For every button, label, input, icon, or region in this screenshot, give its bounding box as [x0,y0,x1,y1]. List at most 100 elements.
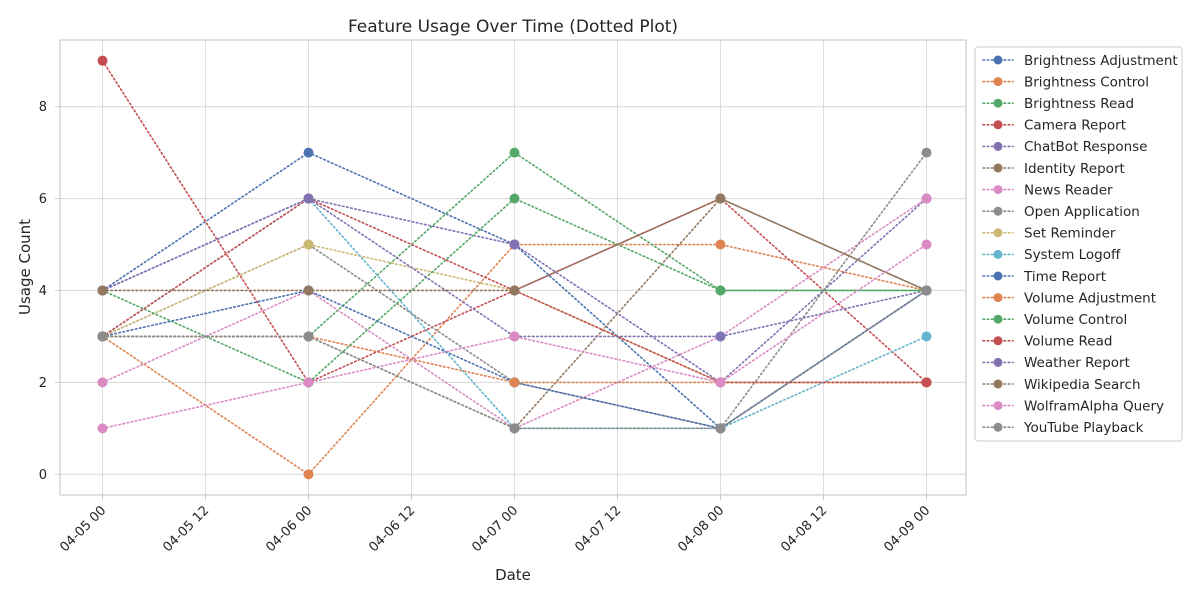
legend-marker [993,77,1003,87]
series-youtube-playback [97,285,932,434]
data-point [509,193,520,204]
data-point [715,193,726,204]
data-point [509,285,520,296]
legend-marker [993,357,1003,367]
data-point [97,423,108,434]
data-point [715,285,726,296]
legend-label: Volume Adjustment [1024,290,1156,306]
legend-item-wolframalpha-query: WolframAlpha Query [982,398,1164,414]
legend-item-brightness-adjustment: Brightness Adjustment [982,53,1178,69]
legend-label: News Reader [1024,182,1113,198]
legend-label: Identity Report [1024,161,1125,177]
plot-area-frame [59,39,967,496]
data-point [303,331,314,342]
legend-label: Brightness Read [1024,96,1134,112]
legend-item-youtube-playback: YouTube Playback [982,420,1144,436]
y-axis-ticks: 0 2 4 6 8 [39,100,60,483]
legend-item-brightness-control: Brightness Control [982,74,1149,90]
legend-item-weather-report: Weather Report [982,355,1130,371]
series-line [101,197,928,338]
legend-marker [993,98,1003,108]
data-point [921,285,932,296]
legend-marker [993,141,1003,151]
legend-label: YouTube Playback [1023,420,1144,436]
data-point [509,377,520,388]
series-wolframalpha-query [97,239,932,434]
data-point [921,377,932,388]
data-point [509,423,520,434]
data-point [509,331,520,342]
data-point [921,239,932,250]
legend-marker [993,293,1003,303]
y-tick-label: 6 [39,192,47,207]
legend-item-volume-adjustment: Volume Adjustment [982,290,1156,306]
data-point [97,55,108,66]
legend-label: ChatBot Response [1024,139,1148,155]
legend-marker [993,206,1003,216]
data-point [921,193,932,204]
y-tick-label: 8 [39,100,47,115]
legend-marker [993,163,1003,173]
legend-item-volume-control: Volume Control [982,312,1127,328]
data-point [509,147,520,158]
data-point [509,239,520,250]
data-point [97,331,108,342]
legend-marker [993,120,1003,130]
legend: Brightness Adjustment Brightness Control B… [974,46,1183,442]
y-tick-label: 2 [39,376,47,391]
legend-label: Wikipedia Search [1024,377,1141,393]
data-point [303,147,314,158]
data-point [921,147,932,158]
y-tick-label: 4 [39,284,47,299]
legend-label: Weather Report [1024,355,1130,371]
y-axis-label: Usage Count [16,219,34,315]
data-point [715,423,726,434]
legend-marker [993,228,1003,238]
data-point [303,469,314,480]
data-point [97,285,108,296]
legend-item-chatbot-response: ChatBot Response [982,139,1148,155]
series-layer [97,55,932,480]
legend-label: WolframAlpha Query [1024,398,1164,414]
data-point [303,285,314,296]
chart-title: Feature Usage Over Time (Dotted Plot) [348,17,678,37]
legend-item-volume-read: Volume Read [982,334,1112,350]
data-point [715,331,726,342]
series-line [101,289,928,430]
data-point [303,377,314,388]
legend-marker [993,379,1003,389]
data-point [97,377,108,388]
legend-marker [993,422,1003,432]
legend-item-open-application: Open Application [982,204,1140,220]
legend-item-brightness-read: Brightness Read [982,96,1134,112]
legend-marker [993,249,1003,259]
legend-frame [974,46,1183,442]
data-point [715,377,726,388]
legend-item-time-report: Time Report [982,269,1106,285]
legend-item-camera-report: Camera Report [982,118,1126,134]
data-point [715,239,726,250]
legend-marker [993,185,1003,195]
legend-item-identity-report: Identity Report [982,161,1125,177]
legend-label: Camera Report [1024,118,1126,134]
legend-label: System Logoff [1024,247,1121,263]
legend-label: Volume Control [1024,312,1127,328]
series-line [101,197,928,430]
series-line [101,59,928,384]
legend-label: Time Report [1023,269,1106,285]
legend-marker [993,336,1003,346]
legend-marker [993,314,1003,324]
legend-label: Brightness Control [1024,74,1149,90]
y-tick-label: 0 [39,468,47,483]
legend-marker [993,271,1003,281]
legend-label: Set Reminder [1024,226,1116,242]
legend-label: Volume Read [1024,334,1112,350]
data-point [303,193,314,204]
data-point [921,331,932,342]
legend-item-news-reader: News Reader [982,182,1113,198]
x-axis-label: Date [495,566,531,584]
legend-label: Open Application [1024,204,1140,220]
series-line [101,197,928,384]
legend-item-system-logoff: System Logoff [982,247,1121,263]
